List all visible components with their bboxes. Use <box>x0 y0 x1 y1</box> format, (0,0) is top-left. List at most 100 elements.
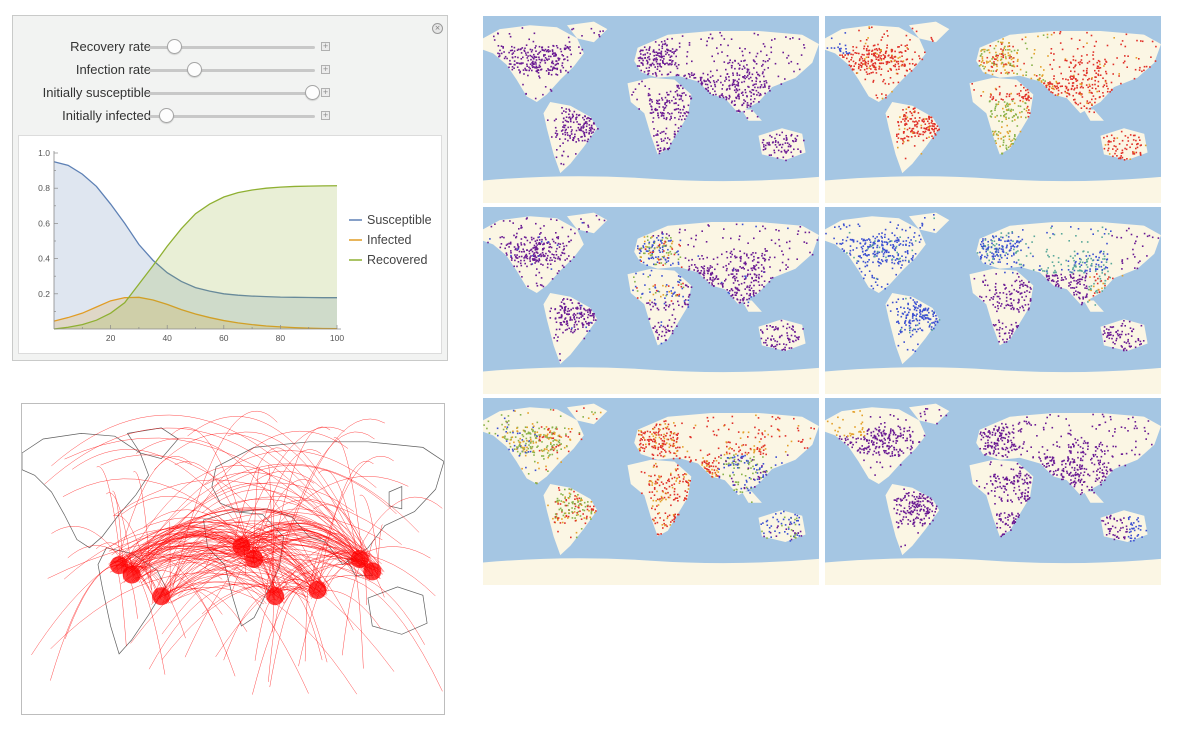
city-dot <box>760 264 763 266</box>
city-dot <box>590 126 593 129</box>
city-dot <box>774 242 777 245</box>
city-dot <box>1004 104 1007 107</box>
city-dot <box>867 45 869 48</box>
city-dot <box>688 259 690 262</box>
city-dot <box>746 255 748 257</box>
world-map <box>825 207 1161 394</box>
initially-susceptible-slider[interactable] <box>149 92 315 95</box>
plus-icon[interactable]: + <box>321 42 330 51</box>
city-dot <box>658 246 661 248</box>
city-dot <box>742 65 745 68</box>
city-dot <box>982 300 985 302</box>
city-dot <box>1023 86 1025 89</box>
slider-thumb[interactable] <box>158 108 174 123</box>
city-dot <box>1012 328 1014 330</box>
city-dot <box>1000 305 1002 307</box>
plus-icon[interactable]: + <box>321 88 330 97</box>
city-dot <box>730 38 733 40</box>
city-dot <box>647 56 649 59</box>
city-dot <box>1005 118 1007 120</box>
city-dot <box>763 146 765 148</box>
city-dot <box>740 294 743 296</box>
city-dot <box>931 135 933 137</box>
city-dot <box>1097 85 1099 87</box>
city-dot <box>664 50 667 53</box>
close-icon[interactable]: × <box>432 23 443 34</box>
city-dot <box>767 67 769 69</box>
city-dot <box>647 252 650 255</box>
city-dot <box>847 52 850 55</box>
city-dot <box>916 324 919 326</box>
city-dot <box>590 132 593 134</box>
city-dot <box>980 243 982 246</box>
city-dot <box>1117 329 1119 332</box>
city-dot <box>792 140 795 143</box>
city-dot <box>1095 87 1097 90</box>
city-dot <box>574 232 576 235</box>
plus-icon[interactable]: + <box>321 111 330 120</box>
city-dot <box>1039 77 1041 80</box>
city-dot <box>674 91 677 93</box>
city-dot <box>567 121 570 123</box>
city-dot <box>885 249 888 252</box>
city-dot <box>754 273 756 276</box>
city-dot <box>553 119 556 122</box>
city-dot <box>524 69 527 71</box>
city-dot <box>1155 45 1157 48</box>
city-dot <box>1073 88 1075 91</box>
city-dot <box>696 267 699 269</box>
city-dot <box>1012 61 1015 63</box>
city-dot <box>1100 280 1103 282</box>
city-dot <box>711 266 713 268</box>
city-dot <box>1057 277 1059 279</box>
infection-rate-slider[interactable] <box>149 69 315 72</box>
initially-infected-slider[interactable] <box>149 115 315 118</box>
legend-label: Infected <box>367 233 412 247</box>
city-dot <box>520 224 522 227</box>
city-dot <box>909 110 911 113</box>
city-dot <box>1049 237 1051 239</box>
city-dot <box>927 318 930 320</box>
landmass <box>741 300 762 312</box>
city-dot <box>1099 74 1102 76</box>
city-dot <box>725 269 728 272</box>
recovery-rate-slider[interactable] <box>149 46 315 49</box>
city-dot <box>532 247 534 249</box>
city-dot <box>591 322 593 324</box>
city-dot <box>913 131 915 133</box>
slider-thumb[interactable] <box>304 85 320 100</box>
city-dot <box>654 284 656 286</box>
x-tick-label: 80 <box>276 333 286 343</box>
city-dot <box>555 250 557 253</box>
city-dot <box>1001 250 1004 252</box>
city-dot <box>562 55 565 57</box>
city-dot <box>566 324 569 327</box>
city-dot <box>980 64 982 66</box>
city-dot <box>575 113 578 116</box>
city-dot <box>934 123 936 126</box>
city-dot <box>744 288 746 290</box>
city-dot <box>876 284 879 286</box>
city-dot <box>678 295 680 297</box>
city-dot <box>856 240 859 243</box>
city-dot <box>1088 91 1091 94</box>
city-dot <box>783 149 786 152</box>
city-dot <box>768 87 770 90</box>
city-dot <box>660 239 662 242</box>
plus-icon[interactable]: + <box>321 65 330 74</box>
city-dot <box>878 47 880 50</box>
city-dot <box>1007 108 1010 111</box>
city-dot <box>551 259 553 261</box>
city-dot <box>663 250 665 252</box>
city-dot <box>1089 268 1091 270</box>
city-dot <box>984 255 986 258</box>
city-dot <box>1131 330 1133 333</box>
city-dot <box>529 249 532 251</box>
slider-thumb[interactable] <box>186 62 202 77</box>
city-dot <box>867 254 870 256</box>
city-dot <box>1013 65 1016 68</box>
city-dot <box>706 279 709 281</box>
city-dot <box>529 63 532 65</box>
slider-thumb[interactable] <box>166 39 182 54</box>
city-dot <box>788 240 791 243</box>
